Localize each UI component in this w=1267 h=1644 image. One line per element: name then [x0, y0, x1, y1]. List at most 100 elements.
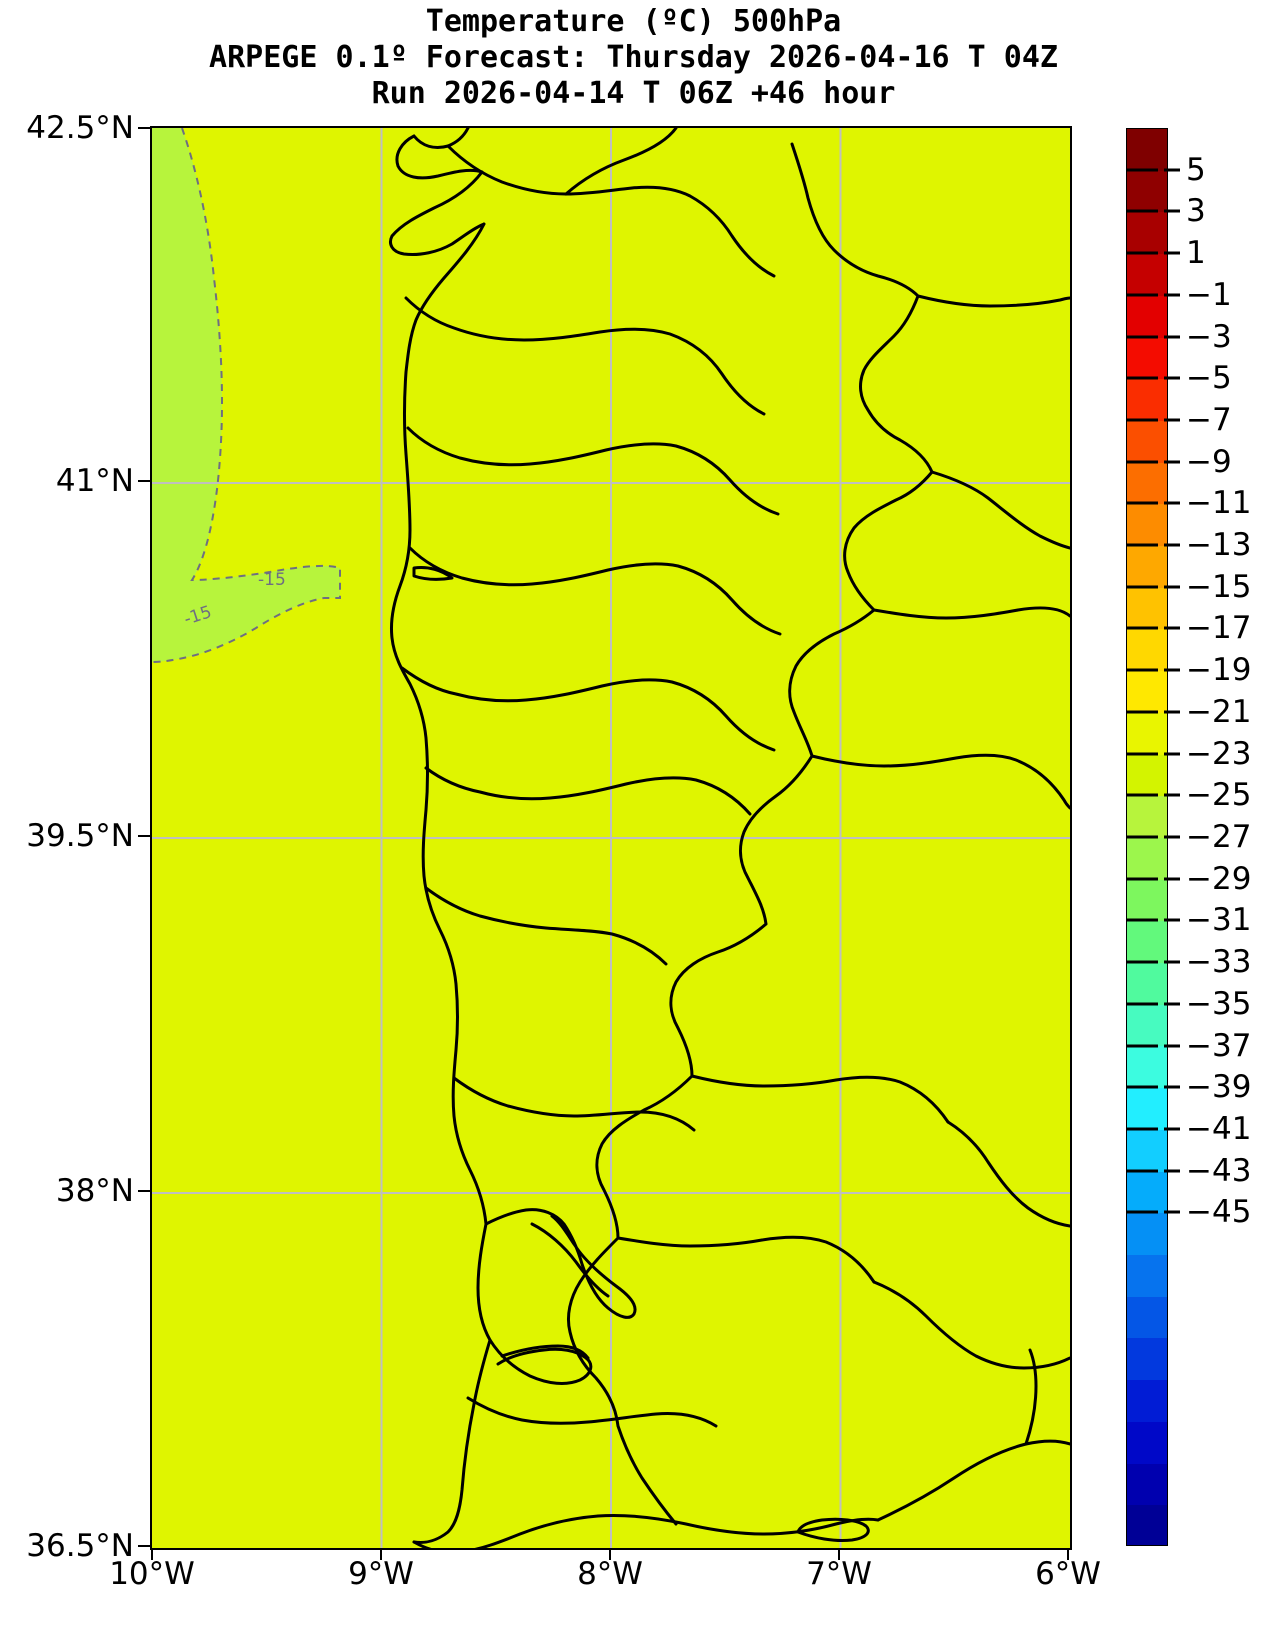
colorbar-tick-mark-2 — [1126, 251, 1158, 255]
colorbar-tick-outer-1 — [1164, 209, 1180, 213]
colorbar-tick-outer-2 — [1164, 251, 1180, 255]
colorbar-band-2 — [1127, 212, 1167, 255]
colorbar-label-minus45: −45 — [1186, 1194, 1252, 1231]
xtick-label-8W: 8°W — [577, 1556, 643, 1592]
colorbar-label-minus21: −21 — [1186, 693, 1252, 730]
colorbar-tick-mark-1 — [1126, 209, 1158, 213]
colorbar-tick-mark-19 — [1126, 960, 1158, 964]
colorbar-band-6 — [1127, 379, 1167, 421]
coastline-spain-south — [876, 1439, 1070, 1522]
ytick-label-38N: 38°N — [55, 1173, 134, 1209]
xtick-mark-8W — [609, 1548, 611, 1560]
colorbar-tick-mark-24 — [1126, 1169, 1158, 1173]
colorbar-ticks: 5 3 1 −1 −3 −5 −7 −9 −11 −13 −15 −17 −19 −21 −23 −25 −27… — [1126, 128, 1266, 1546]
colorbar-tick-mark-3 — [1126, 293, 1158, 297]
colorbar-label-minus9: −9 — [1186, 443, 1232, 480]
colorbar-label-minus1: −1 — [1186, 276, 1232, 313]
colorbar-tick-mark-18 — [1126, 918, 1158, 922]
colorbar-band-28 — [1127, 1296, 1167, 1339]
colorbar-tick-mark-8 — [1126, 501, 1158, 505]
border-baixo-alentejo-algarve — [466, 1396, 718, 1428]
map-clip: -15 -15 — [152, 128, 1070, 1548]
border-spain-southeast — [1024, 1348, 1038, 1446]
colorbar-tick-outer-20 — [1164, 1002, 1180, 1006]
border-spain-east-1 — [930, 470, 1070, 550]
colorbar-band-31 — [1127, 1421, 1167, 1464]
colorbar-band-23 — [1127, 1088, 1167, 1130]
colorbar-tick-mark-23 — [1126, 1127, 1158, 1131]
colorbar-tick-outer-3 — [1164, 293, 1180, 297]
colorbar-label-minus13: −13 — [1186, 527, 1252, 564]
colorbar-label-minus19: −19 — [1186, 652, 1252, 689]
ytick-mark-36-5N — [138, 1545, 152, 1547]
colorbar-tick-outer-24 — [1164, 1169, 1180, 1173]
xtick-label-6W: 6°W — [1035, 1556, 1101, 1592]
border-minho-tras-os-montes — [446, 144, 776, 278]
ytick-label-42-5N: 42.5°N — [26, 110, 134, 146]
colorbar-tick-mark-21 — [1126, 1044, 1158, 1048]
coastline-ria-de-aveiro — [412, 566, 454, 581]
colorbar-band-3 — [1127, 254, 1167, 296]
colorbar-tick-mark-7 — [1126, 460, 1158, 464]
colorbar-band-14 — [1127, 712, 1167, 755]
border-spain-east-2 — [946, 1120, 1070, 1228]
colorbar-tick-mark-6 — [1126, 418, 1158, 422]
colorbar-tick-mark-13 — [1126, 710, 1158, 714]
coastline-algarve-south — [412, 1513, 880, 1548]
coastline-tagus-inner — [530, 1222, 610, 1298]
colorbar-tick-mark-20 — [1126, 1002, 1158, 1006]
colorbar-tick-outer-18 — [1164, 918, 1180, 922]
colorbar-label-minus41: −41 — [1186, 1110, 1252, 1147]
ytick-mark-42-5N — [138, 127, 152, 129]
colorbar-tick-mark-9 — [1126, 543, 1158, 547]
colorbar-tick-outer-25 — [1164, 1210, 1180, 1214]
colorbar-band-10 — [1127, 546, 1167, 588]
coastline-setubal-sado — [476, 1222, 593, 1385]
border-beira-alta — [408, 546, 782, 636]
border-castilla-leon-mid — [872, 606, 1070, 620]
ytick-label-41N: 41°N — [55, 463, 134, 499]
colorbar-label-minus27: −27 — [1186, 819, 1252, 855]
colorbar-tick-mark-12 — [1126, 668, 1158, 672]
colorbar-tick-outer-13 — [1164, 710, 1180, 714]
colorbar-label-minus25: −25 — [1186, 777, 1252, 814]
title-line-forecast: ARPEGE 0.1º Forecast: Thursday 2026-04-1… — [209, 40, 1058, 75]
colorbar-tick-outer-11 — [1164, 626, 1180, 630]
colorbar-label-minus3: −3 — [1186, 318, 1232, 355]
chart-title-block: Temperature (ºC) 500hPa ARPEGE 0.1º Fore… — [0, 4, 1267, 112]
xtick-mark-7W — [838, 1548, 840, 1560]
colorbar-tick-outer-0 — [1164, 168, 1180, 172]
colorbar-band-18 — [1127, 879, 1167, 922]
border-portugal-spain — [566, 142, 934, 1526]
border-castilla-leon-north — [916, 294, 1070, 308]
border-andalusia-north — [616, 1235, 876, 1284]
colorbar-tick-mark-5 — [1126, 376, 1158, 380]
border-spain-east-3 — [872, 1280, 1070, 1370]
map-svg — [152, 128, 1070, 1548]
colorbar-band-16 — [1127, 796, 1167, 838]
colorbar-band-9 — [1127, 504, 1167, 547]
colorbar-label-1: 1 — [1186, 235, 1206, 272]
colorbar-tick-mark-14 — [1126, 752, 1158, 756]
xtick-mark-6W — [1067, 1548, 1069, 1560]
colorbar-label-minus23: −23 — [1186, 735, 1252, 772]
colorbar-band-32 — [1127, 1463, 1167, 1506]
colorbar-tick-outer-17 — [1164, 877, 1180, 881]
colorbar-band-29 — [1127, 1338, 1167, 1381]
colorbar-tick-mark-16 — [1126, 835, 1158, 839]
colorbar-tick-outer-9 — [1164, 543, 1180, 547]
colorbar-label-minus31: −31 — [1186, 902, 1252, 939]
colorbar-band-33 — [1127, 1505, 1167, 1545]
colorbar-band-12 — [1127, 629, 1167, 672]
colorbar-label-minus11: −11 — [1186, 485, 1252, 522]
colorbar-tick-outer-10 — [1164, 585, 1180, 589]
title-line-variable: Temperature (ºC) 500hPa — [425, 4, 842, 39]
colorbar-band-21 — [1127, 1004, 1167, 1047]
colorbar-band-15 — [1127, 754, 1167, 797]
xtick-label-9W: 9°W — [348, 1556, 414, 1592]
colorbar-tick-mark-22 — [1126, 1085, 1158, 1089]
contour-label-minus15-upper: -15 — [258, 570, 286, 590]
colorbar-tick-mark-25 — [1126, 1210, 1158, 1214]
colorbar-tick-mark-17 — [1126, 877, 1158, 881]
border-douro-north — [404, 296, 766, 416]
